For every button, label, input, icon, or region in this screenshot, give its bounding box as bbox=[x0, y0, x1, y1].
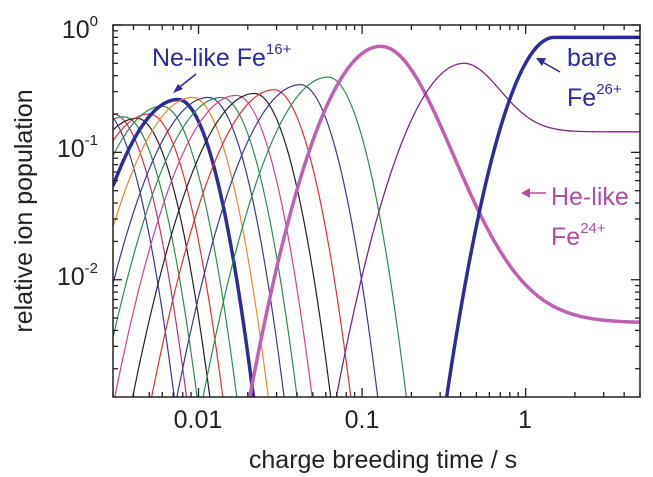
series-line-18 bbox=[444, 35, 640, 397]
series-line-10 bbox=[113, 96, 298, 397]
series-line-12 bbox=[132, 92, 332, 397]
series-line-6 bbox=[113, 105, 238, 397]
series-line-14 bbox=[176, 84, 379, 397]
x-axis-label: charge breeding time / s bbox=[249, 446, 517, 474]
series-line-17 bbox=[335, 62, 640, 397]
x-tick-label-1: 0.01 bbox=[174, 406, 223, 434]
series-line-7 bbox=[113, 97, 256, 397]
series-line-15 bbox=[202, 76, 407, 397]
annotation-he-like-fe: Fe24+ bbox=[551, 220, 606, 251]
y-tick-label-3: 10-2 bbox=[57, 260, 98, 291]
series-line-8 bbox=[113, 96, 269, 397]
annotation-ne-like: Ne-like Fe16+ bbox=[152, 41, 292, 72]
x-tick-label-3: 1 bbox=[518, 406, 532, 434]
series-line-5 bbox=[113, 113, 224, 397]
y-tick-label-2: 10-1 bbox=[57, 132, 98, 163]
series-line-4 bbox=[113, 117, 211, 397]
series-line-13 bbox=[151, 89, 352, 397]
y-tick-label-1: 100 bbox=[62, 13, 98, 44]
tick-layer bbox=[112, 24, 641, 397]
series-line-9 bbox=[113, 96, 285, 397]
annotation-bare-arrowhead bbox=[536, 58, 546, 66]
x-tick-label-2: 0.1 bbox=[345, 406, 380, 434]
series-layer bbox=[113, 35, 640, 397]
annotation-bare: bare bbox=[567, 44, 617, 72]
series-line-16 bbox=[248, 44, 640, 397]
series-line-11 bbox=[114, 94, 313, 397]
plot-frame bbox=[112, 24, 641, 398]
annotation-he-like: He-like bbox=[551, 183, 629, 211]
y-axis-label: relative ion population bbox=[10, 89, 38, 332]
annotation-he-like-arrowhead bbox=[521, 188, 530, 198]
annotation-ne-like-arrowhead bbox=[173, 84, 183, 93]
annotation-bare-fe: Fe26+ bbox=[567, 81, 622, 112]
